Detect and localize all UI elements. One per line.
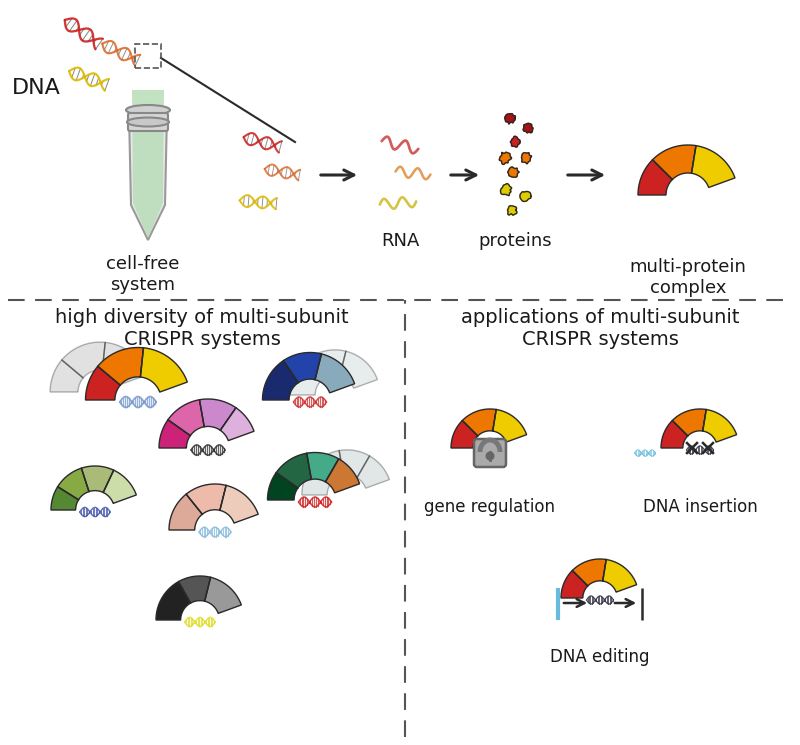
Polygon shape: [602, 559, 637, 592]
Text: DNA insertion: DNA insertion: [642, 498, 758, 516]
Polygon shape: [267, 472, 298, 500]
FancyBboxPatch shape: [474, 439, 506, 467]
Polygon shape: [505, 114, 515, 124]
Polygon shape: [339, 450, 370, 478]
Polygon shape: [168, 400, 204, 436]
Polygon shape: [199, 399, 236, 431]
Polygon shape: [186, 484, 226, 514]
Polygon shape: [51, 486, 78, 510]
Polygon shape: [501, 184, 512, 195]
Text: gene regulation: gene regulation: [425, 498, 555, 516]
Polygon shape: [156, 582, 190, 620]
Polygon shape: [520, 191, 531, 201]
Polygon shape: [103, 470, 136, 504]
Circle shape: [486, 451, 494, 460]
Polygon shape: [82, 466, 114, 492]
Polygon shape: [50, 360, 83, 392]
Polygon shape: [499, 152, 511, 165]
Polygon shape: [638, 159, 672, 195]
Polygon shape: [306, 452, 338, 482]
Polygon shape: [653, 145, 696, 180]
Polygon shape: [276, 453, 311, 488]
Polygon shape: [691, 145, 735, 188]
Polygon shape: [169, 494, 202, 530]
Text: applications of multi-subunit
CRISPR systems: applications of multi-subunit CRISPR sys…: [461, 308, 739, 349]
Polygon shape: [262, 361, 298, 400]
Polygon shape: [462, 409, 496, 436]
Polygon shape: [220, 485, 258, 523]
FancyBboxPatch shape: [128, 113, 168, 131]
Polygon shape: [86, 367, 120, 400]
Polygon shape: [561, 571, 588, 598]
Text: high diversity of multi-subunit
CRISPR systems: high diversity of multi-subunit CRISPR s…: [55, 308, 349, 349]
Polygon shape: [62, 342, 106, 378]
Polygon shape: [672, 409, 706, 436]
Text: RNA: RNA: [381, 232, 419, 250]
Polygon shape: [220, 408, 254, 440]
Polygon shape: [572, 559, 606, 586]
Polygon shape: [702, 410, 737, 442]
Text: DNA: DNA: [12, 78, 61, 98]
Polygon shape: [178, 576, 210, 603]
Text: DNA editing: DNA editing: [550, 648, 650, 666]
Polygon shape: [58, 468, 89, 500]
Text: proteins: proteins: [478, 232, 552, 250]
Ellipse shape: [127, 118, 169, 127]
Polygon shape: [132, 90, 164, 238]
Bar: [135, 44, 161, 68]
Polygon shape: [159, 419, 190, 448]
Polygon shape: [205, 577, 242, 613]
Polygon shape: [522, 153, 531, 164]
Polygon shape: [98, 347, 143, 385]
Polygon shape: [315, 354, 354, 393]
Polygon shape: [357, 456, 390, 488]
Polygon shape: [340, 351, 378, 388]
Text: cell-free
system: cell-free system: [106, 255, 180, 294]
Polygon shape: [510, 136, 520, 147]
Polygon shape: [129, 113, 167, 240]
Polygon shape: [102, 343, 147, 384]
Polygon shape: [508, 167, 518, 177]
Text: multi-protein
complex: multi-protein complex: [630, 258, 746, 297]
Polygon shape: [451, 420, 478, 448]
Polygon shape: [523, 124, 533, 133]
Polygon shape: [310, 451, 343, 484]
Polygon shape: [310, 350, 346, 378]
Polygon shape: [326, 459, 360, 493]
Ellipse shape: [126, 105, 170, 115]
Polygon shape: [141, 348, 187, 392]
Polygon shape: [302, 469, 330, 495]
Polygon shape: [290, 358, 324, 395]
Polygon shape: [493, 410, 526, 442]
Polygon shape: [507, 206, 517, 215]
Polygon shape: [283, 352, 322, 383]
Polygon shape: [661, 420, 688, 448]
